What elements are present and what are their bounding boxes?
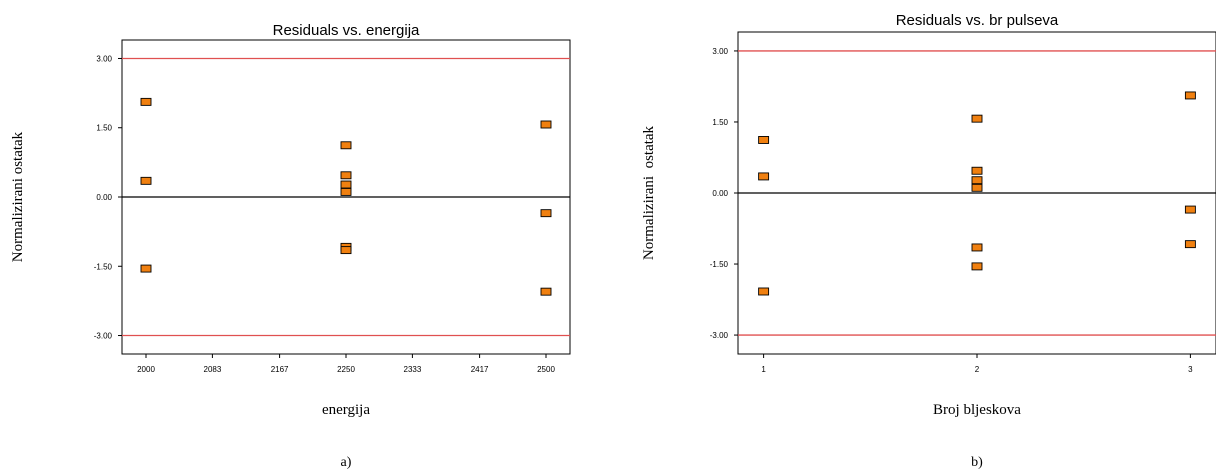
data-point xyxy=(340,141,352,150)
data-point xyxy=(140,97,152,106)
data-point xyxy=(971,243,983,252)
data-point xyxy=(971,114,983,123)
data-point xyxy=(340,246,352,255)
data-point xyxy=(971,262,983,271)
y-tick-label: 3.00 xyxy=(712,47,728,56)
data-point xyxy=(971,176,983,185)
y-tick-label: 0.00 xyxy=(96,193,112,202)
chart-title: Residuals vs. energija xyxy=(273,22,420,39)
x-tick-label: 2417 xyxy=(471,365,489,374)
data-point xyxy=(540,209,552,218)
data-point xyxy=(758,287,770,296)
x-tick-label: 2000 xyxy=(137,365,155,374)
y-tick-label: 3.00 xyxy=(96,54,112,63)
chart-title: Residuals vs. br pulseva xyxy=(896,12,1059,29)
x-tick-label: 1 xyxy=(761,365,766,374)
y-tick-label: -1.50 xyxy=(94,262,113,271)
y-axis-label: Normalizirani ostatak xyxy=(10,131,26,262)
x-tick-label: 2 xyxy=(975,365,980,374)
data-point xyxy=(140,264,152,273)
y-tick-label: 1.50 xyxy=(712,118,728,127)
x-tick-label: 3 xyxy=(1188,365,1193,374)
data-point xyxy=(1184,205,1196,214)
data-point xyxy=(340,180,352,189)
data-point xyxy=(1184,91,1196,100)
y-tick-label: -3.00 xyxy=(94,332,113,341)
data-point xyxy=(971,183,983,192)
y-tick-label: -1.50 xyxy=(710,260,729,269)
data-point xyxy=(540,120,552,129)
x-axis-label: Broj bljeskova xyxy=(933,402,1021,418)
data-point xyxy=(340,187,352,196)
data-point xyxy=(540,287,552,296)
y-axis-label: Normalizirani ostatak xyxy=(641,125,657,260)
data-point xyxy=(1184,240,1196,249)
chart-panel-a: 3.00 1.50 0.00 -1.50 -3.00 2000 2083 2167 2250 23… xyxy=(10,22,571,470)
x-tick-label: 2500 xyxy=(537,365,555,374)
x-tick-label: 2167 xyxy=(271,365,289,374)
y-tick-label: 0.00 xyxy=(712,189,728,198)
chart-panel-b: 3.00 1.50 0.00 -1.50 -3.00 1 2 3 Residuals vs. b… xyxy=(641,12,1216,470)
data-point xyxy=(140,176,152,185)
panel-label: b) xyxy=(971,455,983,470)
panel-label: a) xyxy=(341,455,352,470)
y-tick-label: -3.00 xyxy=(710,331,729,340)
x-axis-label: energija xyxy=(322,402,370,418)
y-tick-label: 1.50 xyxy=(96,124,112,133)
x-tick-label: 2083 xyxy=(204,365,222,374)
data-point xyxy=(758,172,770,181)
x-tick-label: 2250 xyxy=(337,365,355,374)
data-point xyxy=(340,171,352,180)
x-tick-label: 2333 xyxy=(404,365,422,374)
data-point xyxy=(971,166,983,175)
data-point xyxy=(758,136,770,144)
